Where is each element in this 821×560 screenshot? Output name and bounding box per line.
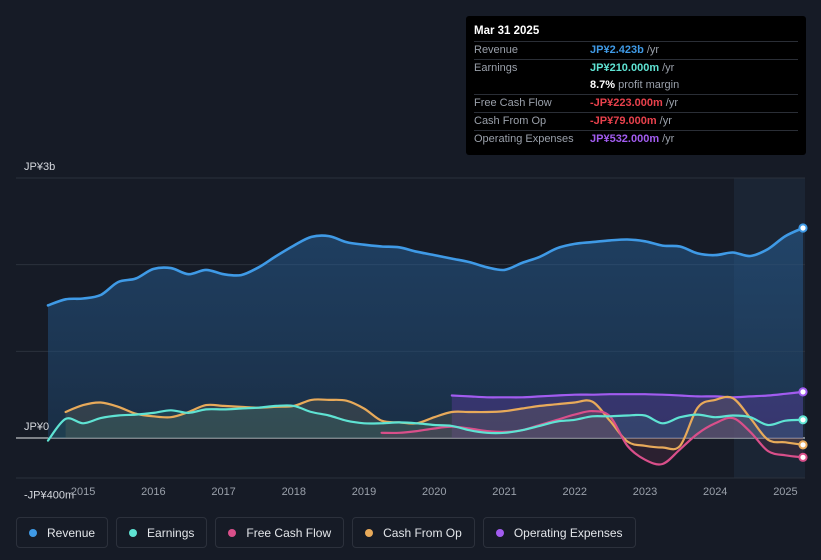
tooltip-row-operating-expenses: Operating Expenses JP¥532.000m /yr: [474, 130, 798, 148]
series-areas: [48, 228, 804, 465]
x-tick-label: 2024: [703, 486, 727, 498]
tooltip-label: Earnings: [474, 62, 518, 74]
x-tick-label: 2020: [422, 486, 446, 498]
legend-item-cash-from-op[interactable]: Cash From Op: [352, 517, 475, 548]
tooltip-date: Mar 31 2025: [474, 25, 540, 37]
y-tick-label: JP¥3b: [24, 161, 55, 173]
x-tick-label: 2025: [773, 486, 797, 498]
operating-expenses-endpoint: [798, 387, 808, 397]
x-tick-label: 2021: [492, 486, 516, 498]
legend-label: Cash From Op: [383, 525, 462, 540]
tooltip-value: JP¥210.000m: [590, 62, 660, 74]
tooltip-row-earnings: Earnings JP¥210.000m /yr: [474, 59, 798, 77]
tooltip-value: JP¥532.000m: [590, 133, 660, 145]
operating-expenses-line: [450, 390, 805, 399]
legend-item-operating-expenses[interactable]: Operating Expenses: [482, 517, 636, 548]
free-cash-flow-area: [381, 411, 803, 465]
x-tick-label: 2018: [282, 486, 306, 498]
tooltip-row-profit-margin: 8.7% profit margin: [474, 77, 798, 94]
tooltip-value: 8.7%: [590, 79, 616, 91]
legend-dot-icon: [228, 528, 237, 537]
earnings-line: [46, 404, 805, 442]
tooltip-value: -JP¥79.000m: [590, 115, 657, 127]
legend-dot-icon: [29, 528, 37, 537]
x-axis-labels: 2015 2016 2017 2018 2019 2020 2021 2022 2023 2024…: [71, 486, 798, 498]
tooltip: Mar 31 2025 Revenue JP¥2.423b /yr Earnin…: [466, 16, 806, 155]
tooltip-label: [474, 77, 590, 94]
tooltip-label: Operating Expenses: [474, 133, 574, 145]
revenue-endpoint: [798, 223, 808, 233]
tooltip-label: Free Cash Flow: [474, 97, 552, 109]
legend-label: Revenue: [47, 525, 96, 540]
tooltip-label: Cash From Op: [474, 115, 547, 127]
earnings-area: [48, 405, 803, 441]
tooltip-unit: /yr: [665, 97, 679, 109]
legend-label: Earnings: [147, 525, 195, 540]
tooltip-unit: /yr: [646, 44, 660, 56]
tooltip-value: -JP¥223.000m: [590, 97, 663, 109]
tooltip-unit: profit margin: [618, 79, 680, 91]
series-endpoints: [798, 223, 808, 462]
legend-item-free-cash-flow[interactable]: Free Cash Flow: [215, 517, 345, 548]
x-tick-label: 2017: [211, 486, 235, 498]
tooltip-label: Revenue: [474, 44, 519, 56]
tooltip-unit: /yr: [662, 62, 675, 74]
tooltip-row-revenue: Revenue JP¥2.423b /yr: [474, 41, 798, 59]
legend-label: Free Cash Flow: [246, 525, 332, 540]
legend-label: Operating Expenses: [513, 525, 623, 540]
earnings-endpoint: [798, 415, 808, 425]
x-tick-label: 2023: [633, 486, 657, 498]
cash-from-op-area: [65, 396, 804, 450]
y-tick-label: -JP¥400m: [24, 490, 74, 502]
legend-item-revenue[interactable]: Revenue: [16, 517, 109, 548]
x-tick-label: 2019: [352, 486, 376, 498]
revenue-area: [48, 228, 803, 438]
cash-from-op-endpoint: [798, 440, 808, 450]
x-tick-label: 2022: [563, 486, 587, 498]
tooltip-row-free-cash-flow: Free Cash Flow -JP¥223.000m /yr: [474, 94, 798, 112]
tooltip-unit: /yr: [659, 115, 672, 127]
tooltip-unit: /yr: [662, 133, 675, 145]
legend: Revenue Earnings Free Cash Flow Cash Fro…: [16, 517, 636, 548]
legend-dot-icon: [495, 528, 504, 537]
revenue-line: [46, 226, 805, 307]
legend-dot-icon: [365, 528, 374, 537]
series-lines: [46, 226, 805, 466]
x-tick-label: 2016: [141, 486, 165, 498]
x-tick-label: 2015: [71, 486, 95, 498]
y-tick-label: JP¥0: [24, 421, 49, 433]
legend-dot-icon: [129, 528, 138, 537]
tooltip-row-cash-from-op: Cash From Op -JP¥79.000m /yr: [474, 112, 798, 130]
free-cash-flow-endpoint: [798, 452, 808, 462]
legend-item-earnings[interactable]: Earnings: [116, 517, 208, 548]
y-axis-labels: JP¥3b JP¥0 -JP¥400m: [24, 161, 74, 502]
tooltip-value: JP¥2.423b: [590, 44, 644, 56]
